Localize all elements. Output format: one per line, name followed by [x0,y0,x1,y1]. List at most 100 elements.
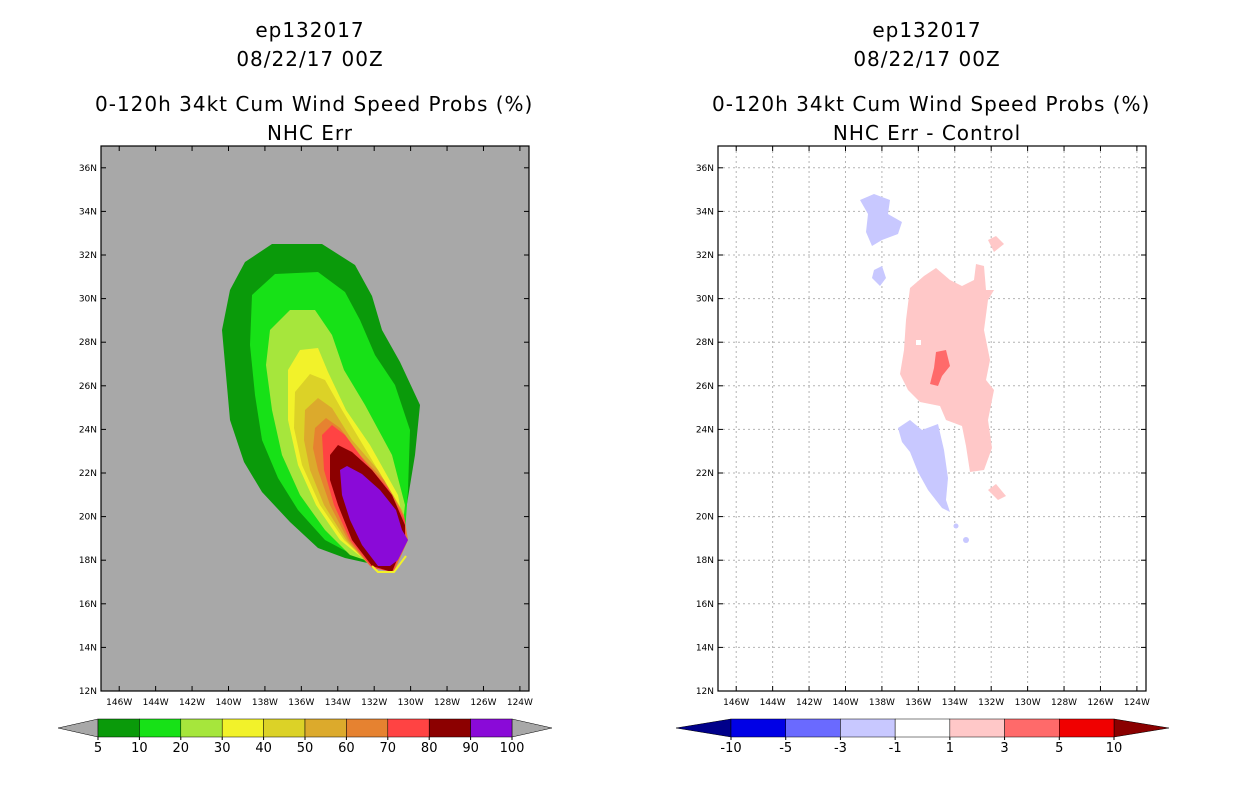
right-x-tick-label: 144W [760,698,786,708]
right-colorbar-right-arrow [1113,718,1170,738]
left-colorbar-swatch [304,718,347,738]
diff-blue-small [872,266,886,286]
diff-pink-south [988,484,1006,500]
right-colorbar-swatch [840,718,896,738]
left-colorbar-swatch [470,718,513,738]
diff-pink-north [988,236,1004,252]
right-x-tick-label: 146W [723,698,749,708]
left-y-tick-label: 20N [79,513,97,523]
left-colorbar-label: 90 [462,741,479,756]
left-colorbar-swatch [139,718,182,738]
right-map-panel: 146W 144W 142W 140W 138W 136W 134W 132W 130W 128W… [696,145,1150,708]
diff-blue-north [860,194,902,246]
left-colorbar-label: 20 [173,741,190,756]
left-colorbar-swatch [346,718,389,738]
left-y-tick-label: 32N [79,251,97,261]
right-y-axis: 36N 34N 32N 30N 28N 26N 24N 22N 20N 18N 16N 14N 12N [696,164,1146,697]
left-x-tick-label: 128W [434,698,460,708]
right-title-line-2: 08/22/17 00Z [853,47,1001,71]
right-y-tick-label: 32N [696,251,714,261]
right-y-tick-label: 14N [696,643,714,653]
left-x-tick-label: 142W [179,698,205,708]
right-x-tick-label: 136W [905,698,931,708]
diff-red-core [930,350,950,386]
right-title-line-1: ep132017 [872,18,982,42]
left-colorbar-swatch [180,718,223,738]
right-y-tick-label: 30N [696,295,714,305]
left-x-tick-label: 132W [361,698,387,708]
left-colorbar-label: 70 [380,741,397,756]
left-title-line-1: ep132017 [255,18,365,42]
right-colorbar-label: -5 [779,741,792,756]
left-x-tick-label: 138W [252,698,278,708]
diff-blue-south [898,420,950,512]
right-colorbar-label: -1 [889,741,902,756]
right-colorbar-label: 10 [1106,741,1123,756]
diff-white-hole [916,340,921,345]
left-colorbar-right-arrow [511,718,553,738]
left-y-tick-label: 24N [79,425,97,435]
left-colorbar-left-arrow [57,718,99,738]
left-title: ep132017 08/22/17 00Z 0-120h 34kt Cum Wi… [95,16,534,148]
left-y-tick-label: 34N [79,207,97,217]
left-y-tick-label: 30N [79,295,97,305]
left-map-panel: 146W 144W 142W 140W 138W 136W 134W 132W 130W 128W… [79,145,533,708]
right-colorbar-swatch [730,718,786,738]
right-title-line-3: 0-120h 34kt Cum Wind Speed Probs (%) [712,92,1151,116]
left-colorbar-label: 50 [297,741,314,756]
probability-contours [222,244,420,573]
left-title-line-4: NHC Err [266,121,354,145]
right-x-tick-label: 134W [942,698,968,708]
left-y-tick-label: 36N [79,164,97,174]
right-y-tick-label: 24N [696,425,714,435]
left-colorbar-swatch [97,718,140,738]
left-y-tick-label: 18N [79,556,97,566]
left-y-tick-label: 14N [79,643,97,653]
right-x-tick-label: 130W [1015,698,1041,708]
left-colorbar-label: 40 [255,741,272,756]
right-x-tick-label: 132W [978,698,1004,708]
right-y-tick-label: 34N [696,207,714,217]
right-colorbar-swatch [1059,718,1115,738]
right-map-frame [717,145,1147,692]
right-colorbar-swatch [894,718,951,738]
diff-blue-dot-1 [953,523,959,529]
left-y-tick-label: 12N [79,687,97,697]
right-map-background [718,146,1146,691]
right-colorbar-swatch [785,718,841,738]
right-colorbar-label: 3 [1000,741,1008,756]
right-x-tick-label: 128W [1051,698,1077,708]
left-colorbar: 5 10 20 30 40 50 60 70 80 90 100 [57,718,553,756]
left-y-tick-label: 28N [79,338,97,348]
left-x-tick-label: 140W [215,698,241,708]
left-colorbar-label: 100 [500,741,525,756]
right-colorbar-left-arrow [675,718,732,738]
left-x-tick-label: 134W [325,698,351,708]
left-colorbar-swatch [263,718,306,738]
left-x-tick-label: 144W [143,698,169,708]
right-y-tick-label: 16N [696,600,714,610]
left-x-tick-label: 130W [398,698,424,708]
right-x-tick-label: 124W [1124,698,1150,708]
left-title-line-3: 0-120h 34kt Cum Wind Speed Probs (%) [95,92,534,116]
right-x-tick-label: 126W [1087,698,1113,708]
difference-contours [860,194,1006,543]
left-colorbar-label: 60 [338,741,355,756]
right-y-tick-label: 18N [696,556,714,566]
left-colorbar-label: 80 [421,741,438,756]
right-title-line-4: NHC Err - Control [832,121,1022,145]
right-colorbar-label: 1 [946,741,954,756]
right-title: ep132017 08/22/17 00Z 0-120h 34kt Cum Wi… [712,16,1151,148]
left-title-line-2: 08/22/17 00Z [236,47,384,71]
left-x-tick-label: 136W [288,698,314,708]
left-colorbar-label: 10 [131,741,148,756]
left-colorbar-swatch [387,718,430,738]
diff-blue-dot-2 [963,537,969,543]
right-y-tick-label: 22N [696,469,714,479]
left-colorbar-swatch [428,718,471,738]
right-y-tick-label: 12N [696,687,714,697]
right-x-axis: 146W 144W 142W 140W 138W 136W 134W 132W 130W 128W… [723,146,1150,708]
left-y-tick-label: 26N [79,382,97,392]
contour-edge-yellow [371,555,407,573]
